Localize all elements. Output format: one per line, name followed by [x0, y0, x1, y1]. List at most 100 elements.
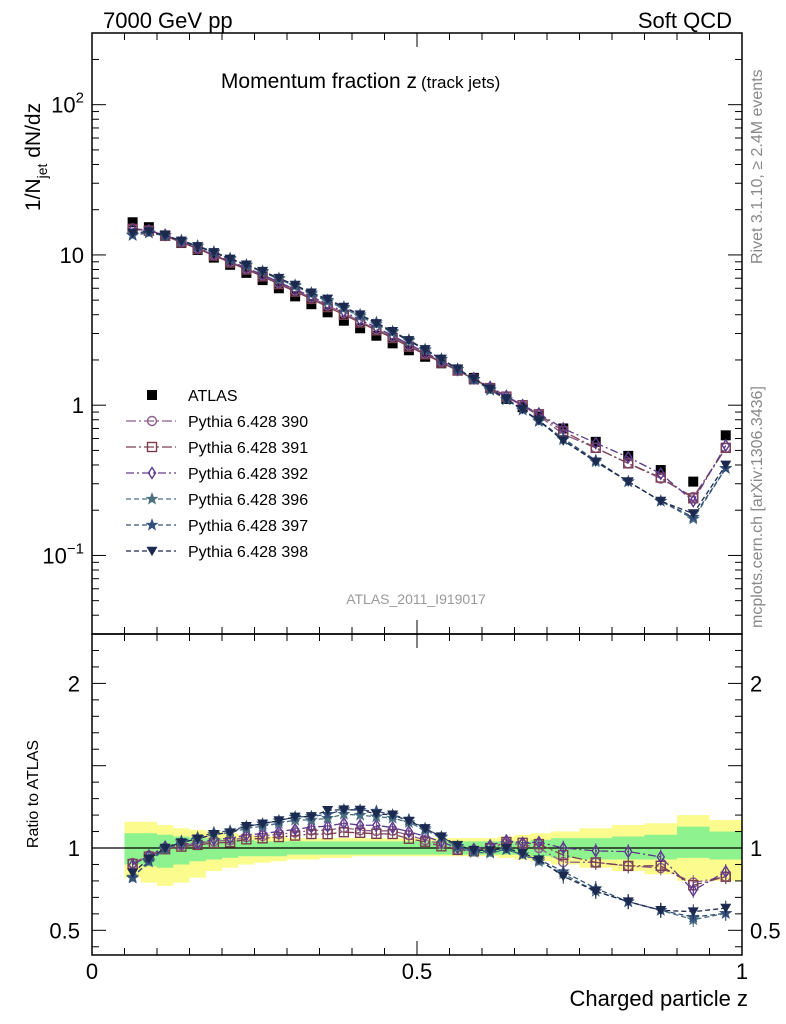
series-392 [128, 222, 731, 508]
legend-marker [147, 466, 157, 480]
legend-marker [147, 390, 157, 400]
ratio-frame [91, 633, 743, 956]
x-tick-label: 0.5 [402, 959, 433, 984]
atlas-point [355, 323, 366, 334]
ratio-line [132, 822, 727, 892]
ratio-point [242, 828, 251, 842]
main-panel: 10−1 1 10 102 Momentum fraction z (track je… [22, 32, 743, 635]
ratio-point [688, 883, 698, 898]
energy-label: 7000 GeV pp [103, 8, 233, 33]
category-label: Soft QCD [638, 8, 732, 33]
ratio-point [419, 824, 431, 834]
ratio-point [533, 855, 545, 865]
series-point [435, 354, 447, 365]
series-point [403, 336, 415, 346]
ratio-point [339, 816, 349, 830]
series-point [517, 404, 529, 415]
series-point [468, 374, 480, 384]
title-sub: (track jets) [421, 73, 500, 92]
series-point [338, 302, 350, 313]
legend-label: ATLAS [188, 388, 238, 405]
ratio-point [500, 843, 512, 854]
ratio-point [452, 840, 464, 851]
main-axis-ticks: 10−1 1 10 102 [42, 32, 743, 635]
atlas-point [655, 465, 666, 476]
ratio-y-tick-label: 1 [68, 836, 80, 861]
series-point [159, 231, 171, 241]
atlas-point [208, 252, 219, 263]
series-point [305, 288, 317, 298]
series-point [143, 227, 155, 237]
series-point [622, 477, 634, 487]
atlas-point [720, 430, 731, 441]
legend-entry: Pythia 6.428 390 [126, 414, 308, 431]
atlas-point [127, 217, 138, 228]
legend-label: Pythia 6.428 398 [188, 544, 308, 561]
legend-label: Pythia 6.428 391 [188, 440, 308, 457]
x-axis-label: Charged particle z [569, 986, 748, 1011]
ratio-point [307, 820, 316, 834]
series-point [289, 280, 301, 291]
ratio-point [338, 805, 350, 815]
ratio-point [323, 819, 332, 833]
legend-entry: Pythia 6.428 391 [126, 440, 308, 457]
ratio-point [404, 824, 414, 839]
series-point [192, 242, 204, 252]
ratio-point [322, 806, 334, 816]
ratio-series-398 [127, 805, 732, 920]
legend-label: Pythia 6.428 392 [188, 466, 308, 483]
legend-marker [145, 518, 159, 531]
atlas-point [322, 307, 333, 318]
mcplots-side-label: mcplots.cern.ch [arXiv:1306.3436] [749, 386, 766, 628]
ratio-point [192, 834, 204, 844]
y-tick-label: 1 [72, 393, 84, 418]
title-main: Momentum fraction z [221, 70, 417, 93]
legend-marker [145, 492, 159, 505]
series-point [688, 494, 698, 508]
atlas-point [387, 338, 398, 349]
series-point [322, 294, 334, 304]
legend-label: Pythia 6.428 390 [188, 414, 308, 431]
series-point [656, 466, 666, 481]
ratio-point [355, 818, 365, 833]
series-point [533, 416, 545, 426]
legend-entry: Pythia 6.428 397 [126, 518, 308, 535]
ratio-point [273, 816, 285, 826]
ratio-point [224, 828, 236, 838]
rivet-side-label: Rivet 3.1.10, ≥ 2.4M events [749, 69, 766, 264]
svg-text:(track jets): (track jets) [421, 73, 500, 92]
ratio-point [420, 829, 430, 844]
series-point [127, 228, 139, 239]
atlas-point [590, 436, 601, 447]
series-point [720, 442, 731, 454]
ratio-point [591, 844, 601, 858]
series-point [370, 319, 382, 329]
ratio-point [720, 903, 732, 914]
ratio-panel: 0.5 0.5 1 1 2 2 Ratio to ATLAS [25, 633, 781, 956]
series-point [500, 394, 512, 405]
legend-label: Pythia 6.428 397 [188, 518, 308, 535]
atlas-point [338, 315, 349, 326]
series-point [623, 450, 633, 465]
y-axis-label: 1/Njet dN/dz [22, 103, 50, 211]
series-point [273, 273, 285, 284]
ratio-point [557, 871, 569, 882]
series-point [208, 248, 220, 258]
series-line [132, 231, 727, 518]
series-point [240, 260, 252, 270]
y-tick-label: 10−1 [42, 540, 84, 568]
series-line [132, 228, 727, 503]
atlas-point [623, 450, 634, 461]
ratio-point [623, 860, 634, 872]
analysis-label: ATLAS_2011_I919017 [346, 591, 486, 607]
ratio-point [468, 845, 480, 856]
ratio-y-label: Ratio to ATLAS [25, 740, 42, 848]
legend-entry: Pythia 6.428 398 [126, 544, 308, 561]
series-point [484, 384, 496, 395]
ratio-point [370, 809, 382, 820]
x-tick-label: 1 [736, 959, 748, 984]
ratio-point [721, 864, 731, 879]
legend-entry: Pythia 6.428 392 [126, 466, 308, 483]
ratio-point [387, 810, 399, 820]
